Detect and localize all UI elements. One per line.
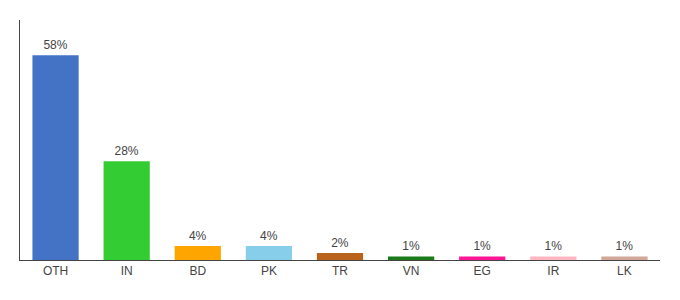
svg-text:2%: 2% bbox=[331, 236, 349, 250]
svg-text:EG: EG bbox=[474, 264, 491, 278]
svg-text:PK: PK bbox=[261, 264, 277, 278]
svg-text:VN: VN bbox=[403, 264, 420, 278]
svg-text:1%: 1% bbox=[616, 239, 634, 253]
svg-text:58%: 58% bbox=[43, 38, 67, 52]
svg-text:IN: IN bbox=[121, 264, 133, 278]
svg-text:1%: 1% bbox=[402, 239, 420, 253]
svg-text:1%: 1% bbox=[544, 239, 562, 253]
svg-text:TR: TR bbox=[332, 264, 348, 278]
svg-text:4%: 4% bbox=[189, 229, 207, 243]
svg-text:IR: IR bbox=[547, 264, 559, 278]
svg-text:1%: 1% bbox=[473, 239, 491, 253]
svg-text:28%: 28% bbox=[114, 144, 138, 158]
svg-text:OTH: OTH bbox=[43, 264, 68, 278]
svg-text:LK: LK bbox=[617, 264, 632, 278]
svg-text:4%: 4% bbox=[260, 229, 278, 243]
svg-text:BD: BD bbox=[189, 264, 206, 278]
